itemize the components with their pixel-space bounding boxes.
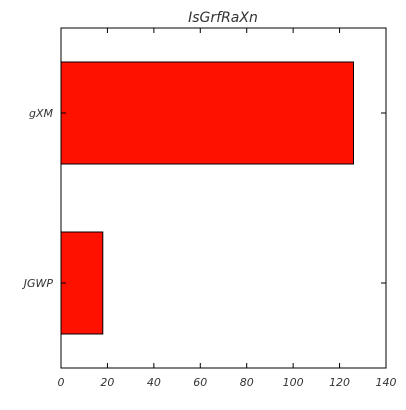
- x-tick-label: 100: [283, 376, 304, 389]
- y-tick-label: gXM: [29, 107, 54, 120]
- bar-gXM: [60, 61, 354, 165]
- x-tick-label: 0: [58, 376, 65, 389]
- x-tick-label: 140: [376, 376, 397, 389]
- plot-frame: [60, 27, 387, 369]
- x-tick-label: 20: [100, 376, 114, 389]
- x-tick-label: 80: [240, 376, 254, 389]
- x-tick-label: 60: [193, 376, 207, 389]
- chart-title: IsGrfRaXn: [188, 10, 258, 26]
- x-tick-label: 120: [329, 376, 350, 389]
- y-tick-label: JGWP: [22, 277, 54, 290]
- bar-JGWP: [60, 231, 104, 335]
- x-tick-label: 40: [147, 376, 161, 389]
